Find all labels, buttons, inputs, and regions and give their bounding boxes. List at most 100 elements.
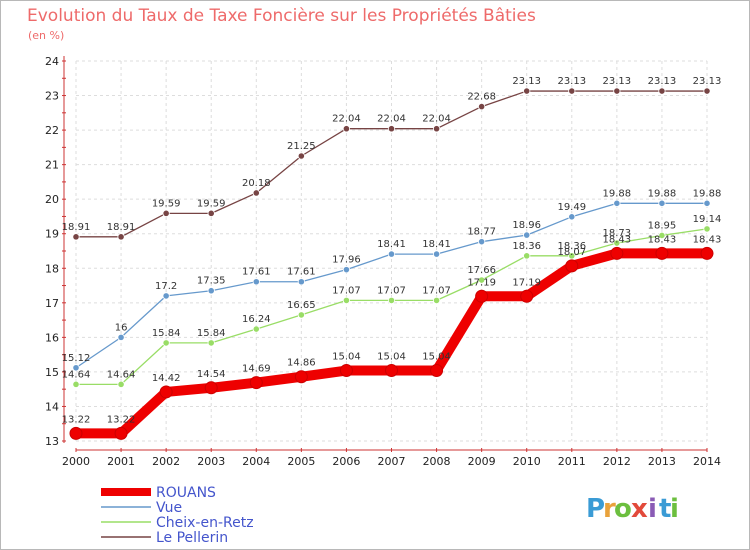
data-label: 19.88 <box>648 188 677 199</box>
data-point <box>69 426 83 440</box>
x-tick-label: 2001 <box>107 455 135 468</box>
data-label: 17.96 <box>332 255 361 266</box>
data-label: 22.68 <box>467 92 496 103</box>
chart-title: Evolution du Taux de Taxe Foncière sur l… <box>27 6 536 26</box>
data-point <box>703 199 711 207</box>
data-point <box>207 287 215 295</box>
y-tick-label: 15 <box>45 366 59 379</box>
logo-letter: i <box>648 494 657 524</box>
data-label: 18.41 <box>377 239 406 250</box>
data-label: 23.13 <box>693 76 722 87</box>
data-point <box>342 266 351 274</box>
data-point <box>613 199 621 207</box>
data-label: 23.13 <box>648 76 677 87</box>
data-label: 18.43 <box>693 234 722 245</box>
y-tick-label: 23 <box>45 90 59 103</box>
data-label: 18.41 <box>422 239 451 250</box>
x-tick-label: 2005 <box>287 455 315 468</box>
data-point <box>523 252 531 260</box>
data-label: 15.84 <box>197 328 226 339</box>
data-point <box>520 289 534 303</box>
data-label: 15.12 <box>62 353 91 364</box>
data-point <box>297 311 305 319</box>
data-label: 19.59 <box>152 198 181 209</box>
data-point <box>339 364 353 378</box>
data-point <box>72 233 80 241</box>
data-label: 17.66 <box>467 265 496 276</box>
data-label: 18.43 <box>648 234 677 245</box>
data-label: 18.36 <box>512 241 541 252</box>
x-tick-label: 2002 <box>152 455 180 468</box>
data-point <box>207 209 215 217</box>
data-point <box>117 380 125 388</box>
data-label: 15.04 <box>377 352 406 363</box>
legend-label: Le Pellerin <box>156 530 228 546</box>
y-tick-label: 13 <box>45 435 59 448</box>
data-label: 14.54 <box>197 369 226 380</box>
logo-letter: r <box>603 494 616 524</box>
data-label: 17.19 <box>467 277 496 288</box>
data-point <box>342 125 351 133</box>
proxiti-logo: Pro x i ti <box>586 494 679 524</box>
data-label: 13.22 <box>107 414 136 425</box>
data-point <box>478 276 486 284</box>
data-point <box>432 125 441 133</box>
x-tick-label: 2010 <box>513 455 541 468</box>
data-point <box>294 370 308 384</box>
data-point <box>565 259 579 273</box>
data-label: 14.64 <box>107 369 136 380</box>
y-tick-label: 21 <box>45 159 59 172</box>
data-point <box>430 364 444 378</box>
data-point <box>568 252 576 260</box>
data-point <box>475 289 489 303</box>
data-point <box>297 152 305 160</box>
data-point <box>117 333 125 341</box>
data-label: 17.07 <box>377 285 406 296</box>
data-point <box>162 292 170 300</box>
data-label: 17.61 <box>242 267 271 278</box>
data-point <box>613 239 621 247</box>
data-label: 20.18 <box>242 178 271 189</box>
data-label: 23.13 <box>603 76 632 87</box>
data-point <box>478 238 486 246</box>
data-label: 16 <box>115 322 128 333</box>
y-tick-label: 18 <box>45 262 59 275</box>
data-point <box>252 325 260 333</box>
data-label: 17.61 <box>287 267 316 278</box>
x-tick-label: 2013 <box>648 455 676 468</box>
data-label: 18.77 <box>467 227 496 238</box>
y-tick-label: 20 <box>45 193 59 206</box>
x-tick-label: 2009 <box>468 455 496 468</box>
data-label: 13.22 <box>62 414 91 425</box>
data-point <box>159 385 173 399</box>
x-tick-label: 2014 <box>693 455 721 468</box>
data-label: 18.43 <box>603 234 632 245</box>
data-point <box>204 381 218 395</box>
data-label: 15.04 <box>332 352 361 363</box>
legend-label: ROUANS <box>156 485 216 501</box>
data-point <box>162 209 170 217</box>
data-label: 19.59 <box>197 198 226 209</box>
data-label: 19.49 <box>557 202 586 213</box>
data-label: 17.2 <box>155 281 177 292</box>
data-label: 14.69 <box>242 364 271 375</box>
logo-letter: i <box>670 494 679 524</box>
y-tick-label: 17 <box>45 297 59 310</box>
data-point <box>387 296 396 304</box>
data-point <box>72 364 80 372</box>
data-label: 18.36 <box>557 241 586 252</box>
data-point <box>568 213 576 221</box>
data-point <box>162 339 170 347</box>
data-point <box>568 87 576 95</box>
data-label: 17.07 <box>332 285 361 296</box>
data-point <box>655 246 669 260</box>
x-tick-label: 2003 <box>197 455 225 468</box>
data-label: 18.91 <box>107 222 136 233</box>
data-point <box>297 278 305 286</box>
data-point <box>114 426 128 440</box>
series-layer <box>69 87 714 440</box>
data-label: 18.96 <box>512 220 541 231</box>
data-point <box>432 296 441 304</box>
